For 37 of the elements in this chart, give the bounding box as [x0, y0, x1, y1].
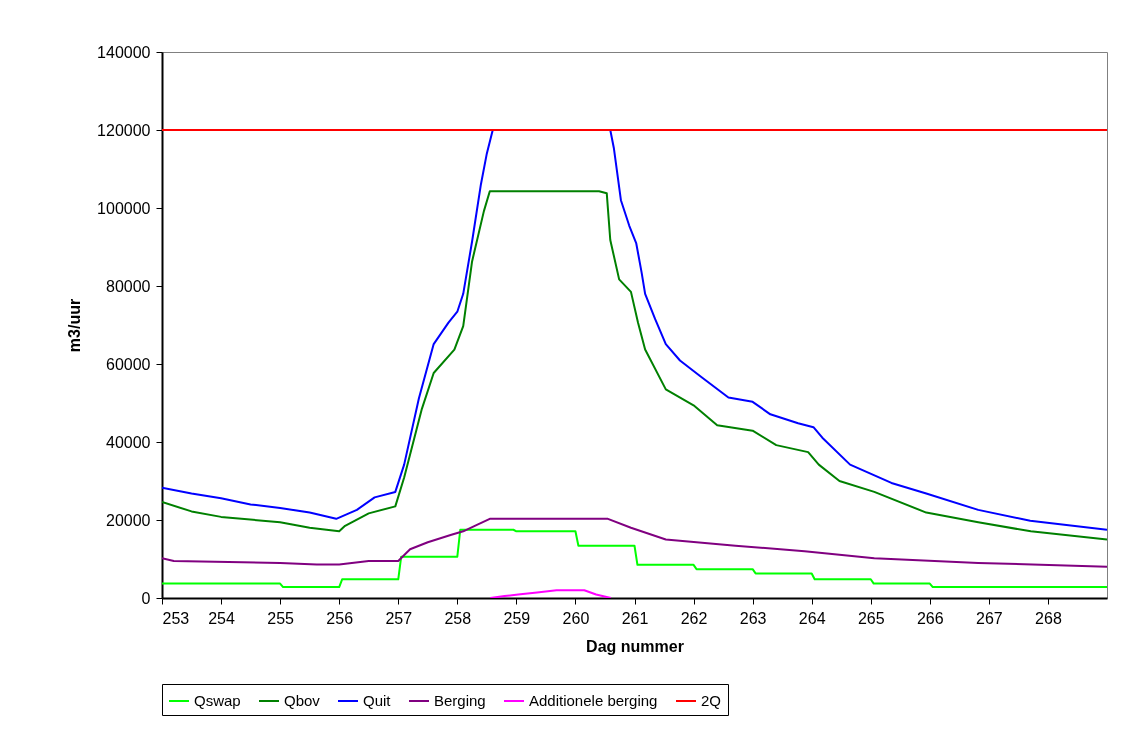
legend-label: Qswap	[194, 692, 241, 709]
line-series	[162, 517, 1107, 568]
x-tick-label: 266	[916, 609, 944, 627]
y-tick-label: 20000	[106, 511, 151, 529]
x-tick-label: 268	[1035, 609, 1062, 627]
legend-label: Berging	[434, 692, 486, 709]
x-tick-label: 259	[503, 609, 531, 627]
x-tick-label: 258	[444, 609, 472, 627]
x-tick-label: 255	[267, 609, 295, 627]
line-series	[162, 528, 1107, 589]
legend-label: Additionele berging	[529, 692, 658, 709]
x-axis-title: Dag nummer	[586, 637, 684, 655]
x-tick-label: 253	[162, 609, 190, 627]
y-axis-title: m3/uur	[66, 298, 84, 353]
line-series	[162, 190, 1107, 541]
x-tick-label: 254	[208, 609, 236, 627]
x-tick-label: 261	[621, 609, 649, 627]
x-tick-label: 257	[385, 609, 413, 627]
legend-label: 2Q	[701, 692, 722, 709]
legend-label: Qbov	[284, 692, 321, 709]
y-tick-label: 0	[141, 589, 151, 607]
y-tick-label: 40000	[106, 433, 151, 451]
line-series	[489, 589, 612, 598]
x-tick-label: 265	[857, 609, 885, 627]
line-series	[162, 129, 1107, 531]
x-tick-label: 267	[976, 609, 1003, 627]
y-tick-label: 120000	[97, 121, 151, 139]
legend-label: Quit	[363, 692, 392, 709]
x-tick-label: 263	[739, 609, 767, 627]
x-tick-label: 260	[562, 609, 590, 627]
y-tick-label: 60000	[106, 355, 151, 373]
y-tick-label: 100000	[97, 199, 151, 217]
x-tick-label: 256	[326, 609, 354, 627]
y-tick-label: 140000	[97, 43, 151, 61]
x-tick-label: 262	[680, 609, 708, 627]
x-tick-label: 264	[798, 609, 826, 627]
y-tick-label: 80000	[106, 277, 151, 295]
